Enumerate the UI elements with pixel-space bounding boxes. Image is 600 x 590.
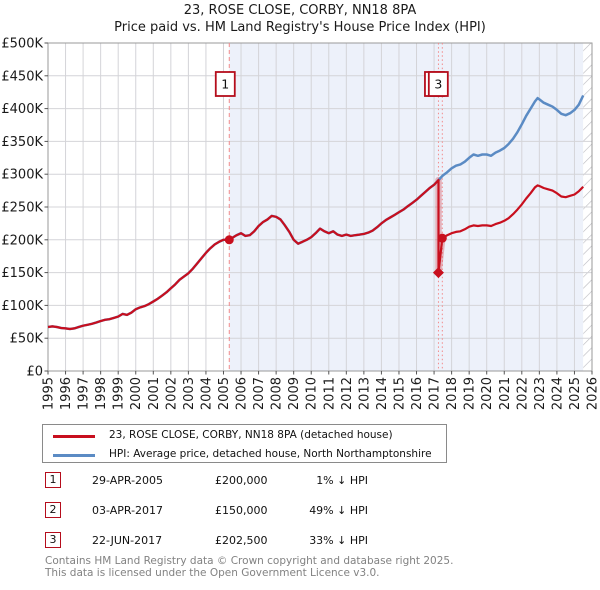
sale-3-annotation-box xyxy=(427,71,449,97)
table-row: 1 29-APR-2005 £200,000 1% ↓ HPI xyxy=(45,472,555,490)
x-axis-label: 2022 xyxy=(515,377,530,410)
x-axis-label: 2005 xyxy=(217,377,232,410)
x-axis-label: 2020 xyxy=(480,377,495,410)
y-axis-label: £450K xyxy=(1,69,43,84)
y-axis-label: £100K xyxy=(1,299,43,314)
sale-2-hpi-delta: 49% ↓ HPI xyxy=(309,504,368,517)
x-axis-label: 2014 xyxy=(375,377,390,410)
x-axis-label: 1996 xyxy=(59,377,74,410)
x-axis-label: 2018 xyxy=(445,377,460,410)
y-axis-label: £350K xyxy=(1,135,43,150)
property-line-swatch xyxy=(53,435,95,438)
table-row: 2 03-APR-2017 £150,000 49% ↓ HPI xyxy=(45,502,555,520)
x-axis-label: 2017 xyxy=(428,377,443,410)
sale-3-price: £202,500 xyxy=(215,534,268,547)
x-axis-label: 2019 xyxy=(463,377,478,410)
sale-3-badge: 3 xyxy=(45,532,61,548)
page-subtitle: Price paid vs. HM Land Registry's House … xyxy=(114,20,486,35)
sale-2-badge: 2 xyxy=(45,502,61,518)
x-axis-label: 2024 xyxy=(550,377,565,410)
legend-label-property: 23, ROSE CLOSE, CORBY, NN18 8PA (detache… xyxy=(109,429,393,441)
x-axis-label: 2013 xyxy=(357,377,372,410)
sale-2-marker xyxy=(432,267,444,279)
y-axis-label: £300K xyxy=(1,168,43,183)
x-axis-label: 2011 xyxy=(322,377,337,410)
license-footer: Contains HM Land Registry data © Crown c… xyxy=(45,555,454,579)
x-axis-label: 2021 xyxy=(498,377,513,410)
page-title: 23, ROSE CLOSE, CORBY, NN18 8PA xyxy=(183,3,417,18)
sale-2-price: £150,000 xyxy=(215,504,268,517)
sale-1-badge: 1 xyxy=(45,472,61,488)
hpi-line-swatch xyxy=(53,454,95,457)
x-axis-label: 1999 xyxy=(112,377,127,410)
sale-2-date: 03-APR-2017 xyxy=(92,504,164,517)
legend-item-property: 23, ROSE CLOSE, CORBY, NN18 8PA (detache… xyxy=(43,428,446,444)
y-axis-label: £0 xyxy=(26,365,43,380)
x-axis-label: 2016 xyxy=(410,377,425,410)
property-series-line xyxy=(47,179,584,331)
table-row: 3 22-JUN-2017 £202,500 33% ↓ HPI xyxy=(45,532,555,550)
x-axis-label: 2025 xyxy=(568,377,583,410)
y-axis-label: £400K xyxy=(1,102,43,117)
x-axis-label: 2026 xyxy=(586,377,600,410)
sale-1-marker xyxy=(224,235,234,245)
y-axis-label: £200K xyxy=(1,233,43,248)
x-axis-label: 2023 xyxy=(533,377,548,410)
legend-item-hpi: HPI: Average price, detached house, Nort… xyxy=(43,447,446,463)
x-axis-label: 2002 xyxy=(164,377,179,410)
x-axis-label: 2007 xyxy=(252,377,267,410)
chart-legend: 23, ROSE CLOSE, CORBY, NN18 8PA (detache… xyxy=(42,424,447,463)
footer-line-2: This data is licensed under the Open Gov… xyxy=(45,566,380,579)
sale-3-marker xyxy=(437,233,447,243)
y-axis-label: £500K xyxy=(1,37,43,52)
x-axis-label: 1997 xyxy=(77,377,92,410)
x-axis-label: 2004 xyxy=(199,377,214,410)
y-axis-label: £250K xyxy=(1,201,43,216)
price-chart: 1995 1996 1997 1998 1999 2000 2001 2002 2003 2004… xyxy=(1,37,600,411)
y-axis-label: £50K xyxy=(10,332,44,347)
y-axis-label: £150K xyxy=(1,266,43,281)
sale-3-annotation-label: 3 xyxy=(434,77,442,92)
x-axis-label: 1998 xyxy=(94,377,109,410)
sale-1-annotation-label: 1 xyxy=(221,77,229,92)
sale-3-date: 22-JUN-2017 xyxy=(92,534,163,547)
x-axis-label: 2006 xyxy=(235,377,250,410)
x-axis-label: 2001 xyxy=(147,377,162,410)
x-axis-label: 2010 xyxy=(305,377,320,410)
footer-line-1: Contains HM Land Registry data © Crown c… xyxy=(45,555,454,567)
x-axis-label: 2015 xyxy=(392,377,407,410)
x-axis-label: 2003 xyxy=(182,377,197,410)
legend-label-hpi: HPI: Average price, detached house, Nort… xyxy=(109,448,432,460)
x-axis-label: 1995 xyxy=(42,377,57,410)
sale-1-hpi-delta: 1% ↓ HPI xyxy=(316,474,368,487)
sale-3-hpi-delta: 33% ↓ HPI xyxy=(309,534,368,547)
sale-1-price: £200,000 xyxy=(215,474,268,487)
x-axis-label: 2000 xyxy=(129,377,144,410)
x-axis-label: 2008 xyxy=(270,377,285,410)
x-axis-label: 2012 xyxy=(340,377,355,410)
sale-1-date: 29-APR-2005 xyxy=(92,474,164,487)
x-axis-label: 2009 xyxy=(287,377,302,410)
sale-1-annotation-box xyxy=(214,71,236,97)
